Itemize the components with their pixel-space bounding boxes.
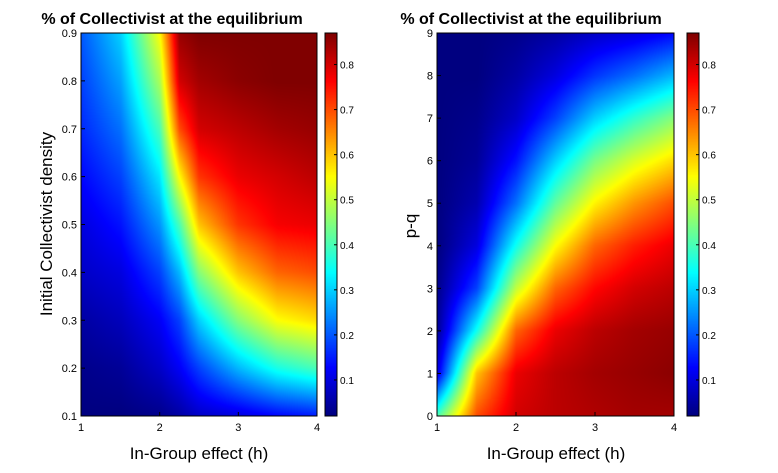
- left-colorbar-frame: [324, 32, 338, 417]
- left-colorbar: [325, 33, 337, 416]
- left-colorbar-tick-label: 0.5: [340, 196, 354, 207]
- right-y-tick-label: 4: [427, 241, 433, 253]
- left-y-tick-label: 0.4: [62, 267, 77, 279]
- right-y-tick-label: 7: [427, 113, 433, 125]
- right-heatmap-panel: % of Collectivist at the equilibrium 1 2 3…: [400, 11, 716, 463]
- left-colorbar-tick-label: 0.1: [340, 376, 354, 387]
- right-chart-title: % of Collectivist at the equilibrium: [400, 11, 661, 28]
- right-x-tick-label: 2: [513, 422, 519, 434]
- left-x-tick-label: 1: [78, 422, 84, 434]
- left-colorbar-tick-label: 0.4: [340, 241, 354, 252]
- left-x-tick-label: 4: [314, 422, 320, 434]
- right-y-tick-label: 1: [427, 368, 433, 380]
- left-colorbar-tick-label: 0.2: [340, 331, 354, 342]
- left-y-tick-label: 0.2: [62, 363, 77, 375]
- left-colorbar-tick-label: 0.6: [340, 151, 354, 162]
- right-colorbar-tick-label: 0.5: [702, 196, 716, 207]
- left-y-tick-label: 0.3: [62, 315, 77, 327]
- left-y-tick-label: 0.8: [62, 76, 77, 88]
- right-y-tick-label: 3: [427, 283, 433, 295]
- right-y-axis-label: p-q: [401, 214, 420, 239]
- left-x-axis-label: In-Group effect (h): [130, 444, 269, 463]
- right-y-tick-label: 2: [427, 326, 433, 338]
- right-y-tick-label: 9: [427, 28, 433, 40]
- right-colorbar: [687, 33, 699, 416]
- left-y-tick-label: 0.1: [62, 411, 77, 423]
- left-colorbar-tick-label: 0.3: [340, 286, 354, 297]
- right-colorbar-tick-label: 0.4: [702, 241, 716, 252]
- left-y-tick-label: 0.5: [62, 220, 77, 232]
- left-chart-title: % of Collectivist at the equilibrium: [41, 11, 302, 28]
- left-y-axis-label: Initial Collectivist density: [37, 131, 56, 316]
- right-y-tick-label: 8: [427, 71, 433, 83]
- right-colorbar-tick-label: 0.2: [702, 331, 716, 342]
- left-y-tick-label: 0.7: [62, 124, 77, 136]
- left-y-tick-label: 0.9: [62, 28, 77, 40]
- right-colorbar-tick-label: 0.8: [702, 61, 716, 72]
- left-colorbar-tick-label: 0.8: [340, 61, 354, 72]
- left-x-tick-label: 3: [235, 422, 241, 434]
- left-heatmap-image: [81, 33, 317, 416]
- right-x-tick-label: 4: [671, 422, 677, 434]
- right-y-tick-label: 0: [427, 411, 433, 423]
- right-x-axis-label: In-Group effect (h): [487, 444, 626, 463]
- right-x-tick-label: 1: [434, 422, 440, 434]
- right-plot-frame: [436, 32, 675, 417]
- left-x-tick-label: 2: [157, 422, 163, 434]
- right-x-tick-label: 3: [592, 422, 598, 434]
- left-y-tick-label: 0.6: [62, 172, 77, 184]
- right-colorbar-frame: [686, 32, 700, 417]
- right-y-tick-label: 6: [427, 156, 433, 168]
- right-colorbar-tick-label: 0.3: [702, 286, 716, 297]
- right-colorbar-tick-label: 0.7: [702, 106, 716, 117]
- right-colorbar-tick-label: 0.1: [702, 376, 716, 387]
- right-heatmap-image: [437, 33, 674, 416]
- left-colorbar-tick-label: 0.7: [340, 106, 354, 117]
- right-colorbar-tick-label: 0.6: [702, 151, 716, 162]
- left-heatmap-panel: % of Collectivist at the equilibrium 1 2 3…: [37, 11, 354, 463]
- right-y-tick-label: 5: [427, 198, 433, 210]
